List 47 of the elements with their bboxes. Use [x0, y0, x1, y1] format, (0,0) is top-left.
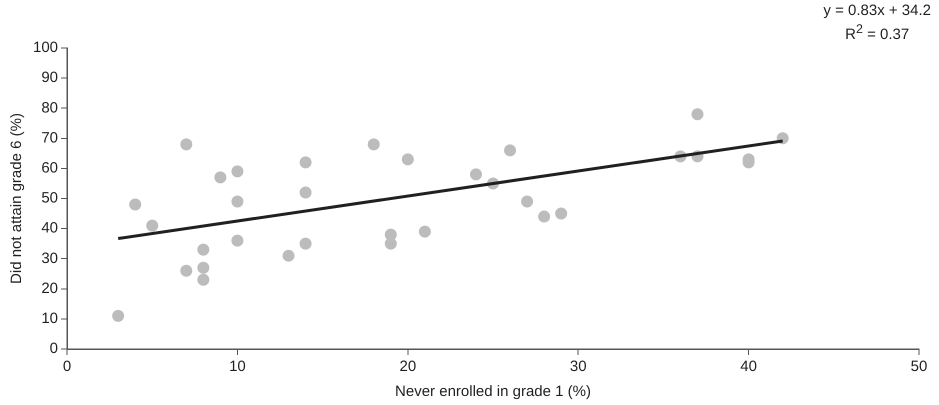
text: R$^{2}$ = 0.37 [844, 21, 910, 44]
point [180, 264, 192, 277]
point [418, 226, 431, 238]
point [300, 186, 312, 198]
y-tick-label: 20 [41, 280, 58, 297]
point [231, 196, 244, 208]
x-tick-label: 30 [570, 358, 587, 376]
y-tick-label: 80 [41, 99, 58, 116]
y-tick-label: 40 [41, 220, 58, 237]
point [197, 262, 210, 274]
point [300, 156, 312, 168]
x-tick-label: 50 [910, 358, 928, 376]
point [129, 198, 142, 211]
point [214, 171, 226, 184]
point [504, 144, 516, 156]
point [146, 220, 158, 232]
point [691, 108, 704, 120]
point [402, 153, 414, 166]
point [112, 310, 124, 322]
y-tick-label: 0 [50, 340, 58, 358]
point [180, 138, 192, 150]
x-tick-label: 0 [62, 358, 72, 376]
y-tick-label: 90 [41, 69, 58, 86]
point [368, 138, 380, 150]
y-tick-label: 50 [41, 190, 58, 207]
point [538, 210, 550, 223]
y-tick-label: 70 [41, 129, 58, 146]
y-tick-label: 60 [41, 160, 58, 177]
y-tick-label: 10 [41, 310, 58, 328]
point [470, 168, 482, 180]
point [384, 238, 397, 250]
x-axis-title: Never enrolled in grade 1 (%) [395, 383, 591, 400]
point [231, 234, 244, 247]
point [555, 208, 568, 220]
y-tick-label: 30 [41, 250, 58, 267]
point [521, 196, 534, 208]
x-tick-label: 20 [399, 358, 416, 376]
point [197, 244, 210, 256]
point [282, 250, 295, 262]
point [197, 274, 210, 286]
y-axis-title: Did not attain grade 6 (%) [8, 113, 26, 284]
x-tick-label: 10 [229, 358, 246, 376]
point [300, 238, 312, 250]
x-tick-label: 40 [740, 358, 757, 376]
text: y = 0.83x + 34.2 [823, 2, 931, 20]
y-tick-label: 100 [32, 39, 58, 56]
point [231, 165, 244, 178]
